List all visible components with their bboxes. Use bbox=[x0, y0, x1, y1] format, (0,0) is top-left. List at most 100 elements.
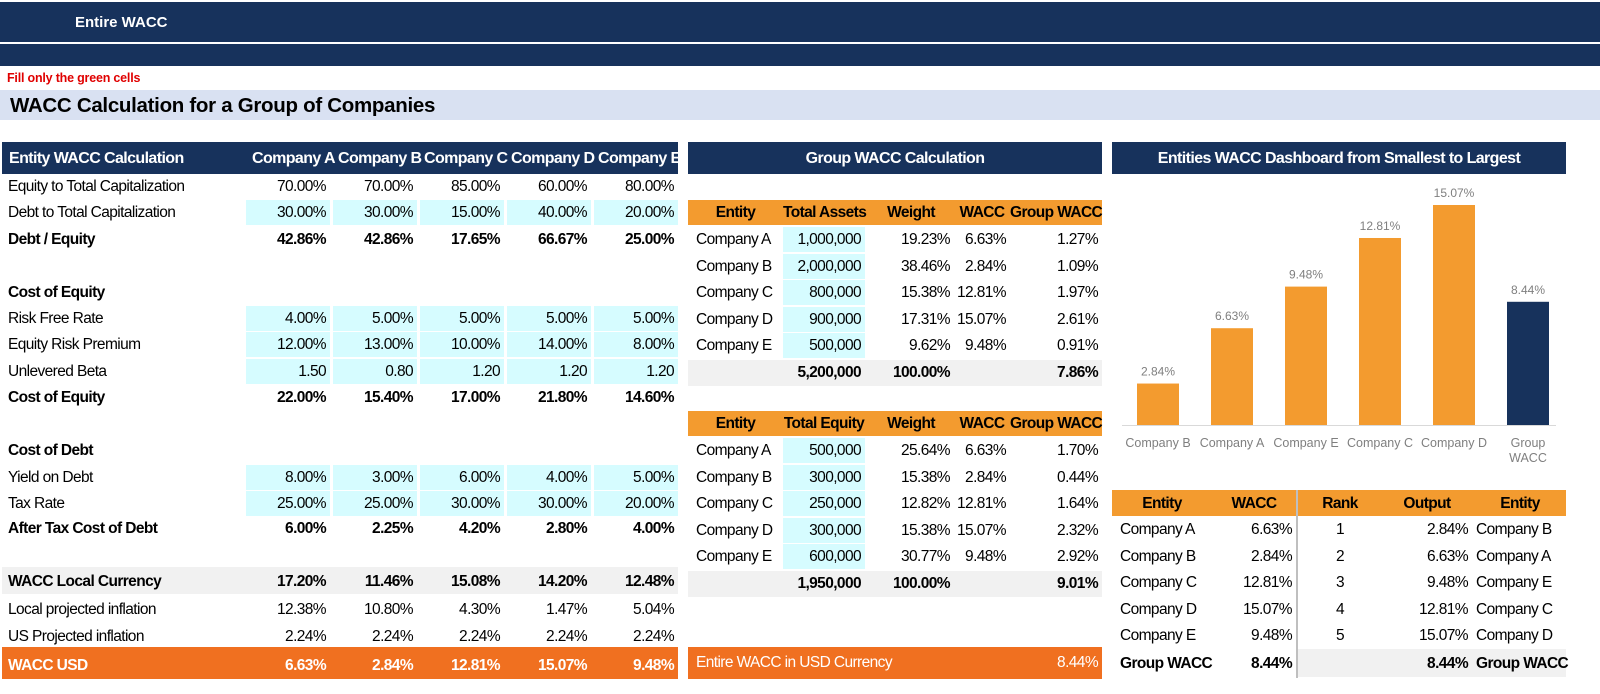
equity_table-amount-cell: 600,000 bbox=[783, 544, 865, 569]
entity-row-label: Cost of Equity bbox=[8, 284, 105, 301]
equity_table-group-wacc-cell: 2.92% bbox=[1057, 548, 1099, 565]
table-divider bbox=[1296, 490, 1298, 678]
assets_table-entity-cell: Company B bbox=[696, 257, 772, 275]
equity_table-total-bg bbox=[688, 570, 1102, 597]
entire-wacc-value: 8.44% bbox=[1057, 654, 1099, 671]
entity-value-cell: 8.00% bbox=[246, 465, 330, 490]
entity-value-cell: 4.00% bbox=[246, 306, 330, 331]
entity-value-cell: 8.00% bbox=[594, 332, 678, 357]
entity-row-label: Cost of Equity bbox=[8, 389, 105, 406]
chart-bar bbox=[1211, 328, 1253, 425]
rank-table-header-output: Output bbox=[1403, 495, 1451, 512]
entity-value-cell: 15.07% bbox=[538, 657, 588, 674]
rank-table-header-rank: Rank bbox=[1322, 495, 1358, 512]
entity-value-cell: 85.00% bbox=[451, 178, 501, 195]
assets_table-amount-cell: 2,000,000 bbox=[783, 253, 865, 279]
entity-value-cell: 17.20% bbox=[277, 573, 327, 590]
entity-value-cell: 2.80% bbox=[546, 520, 588, 537]
equity_table-group-wacc-cell: 2.32% bbox=[1057, 521, 1099, 539]
company-e-header: Company E bbox=[598, 150, 681, 167]
assets_table-group-wacc-cell: 1.09% bbox=[1057, 257, 1099, 275]
group-heading: Group WACC Calculation bbox=[805, 150, 985, 167]
entity-value-cell: 70.00% bbox=[364, 178, 414, 195]
company-c-header: Company C bbox=[424, 150, 508, 167]
wacc-table-value: 2.84% bbox=[1251, 547, 1293, 565]
entity-value-cell: 15.00% bbox=[420, 200, 504, 225]
equity_table-header-cell: Total Equity bbox=[783, 415, 865, 432]
company-a-header: Company A bbox=[252, 150, 336, 167]
entity-value-cell: 2.24% bbox=[633, 628, 675, 645]
wacc-table-entity: Company E bbox=[1120, 627, 1196, 644]
entity-value-cell: 20.00% bbox=[594, 491, 678, 516]
entity-value-cell: 2.24% bbox=[285, 628, 327, 645]
wacc-table-header-bg bbox=[1112, 490, 1296, 516]
entity-row-label: Risk Free Rate bbox=[8, 310, 104, 327]
entity-row-label: WACC USD bbox=[8, 657, 88, 674]
entity-value-cell: 4.00% bbox=[633, 520, 675, 537]
entity-value-cell: 22.00% bbox=[277, 389, 327, 406]
entity-value-cell: 60.00% bbox=[538, 178, 588, 195]
assets_table-wacc-cell: 15.07% bbox=[957, 310, 1007, 328]
assets_table-group-wacc-cell: 1.97% bbox=[1057, 284, 1099, 301]
entity-value-cell: 10.80% bbox=[364, 601, 414, 618]
entity-row-label: US Projected inflation bbox=[8, 628, 144, 645]
assets_table-entity-cell: Company D bbox=[696, 310, 773, 328]
equity_table-entity-cell: Company C bbox=[696, 495, 773, 512]
chart-data-label: 8.44% bbox=[1511, 283, 1545, 297]
entity-value-cell: 3.00% bbox=[333, 465, 417, 490]
equity_table-entity-cell: Company D bbox=[696, 521, 773, 539]
entity-header-bar: Entity WACC Calculation Company A Compan… bbox=[2, 142, 681, 174]
rank-table-output: 6.63% bbox=[1427, 547, 1469, 565]
entity-row-label: After Tax Cost of Debt bbox=[8, 520, 158, 537]
chart-data-label: 2.84% bbox=[1141, 365, 1175, 379]
entity-value-cell: 42.86% bbox=[364, 231, 414, 248]
entity-value-cell: 12.48% bbox=[625, 573, 675, 590]
entity-row-label: Debt to Total Capitalization bbox=[8, 204, 176, 221]
rank-table-rank: 5 bbox=[1335, 627, 1345, 644]
entity-value-cell: 20.00% bbox=[594, 200, 678, 225]
wacc-table-value: 6.63% bbox=[1251, 521, 1293, 538]
fill-note: Fill only the green cells bbox=[7, 71, 141, 85]
entity-value-cell: 4.20% bbox=[459, 520, 501, 537]
chart-category-label: Group bbox=[1511, 436, 1546, 450]
assets_table-wacc-cell: 9.48% bbox=[965, 337, 1007, 354]
entity-value-cell: 13.00% bbox=[333, 332, 417, 357]
equity_table-group-wacc-cell: 1.64% bbox=[1057, 495, 1099, 512]
entity-value-cell: 25.00% bbox=[246, 491, 330, 516]
equity_table-header-cell: Entity bbox=[715, 415, 756, 432]
assets_table-weight-cell: 38.46% bbox=[901, 257, 951, 275]
entity-value-cell: 5.00% bbox=[333, 306, 417, 331]
equity_table-entity-cell: Company E bbox=[696, 548, 772, 565]
entity-row-label: Debt / Equity bbox=[8, 231, 96, 248]
entity-value-cell: 10.00% bbox=[420, 332, 504, 357]
chart-category-label: Company D bbox=[1421, 436, 1487, 450]
entity-value-cell: 5.00% bbox=[507, 306, 591, 331]
wacc-table-entity: Company D bbox=[1120, 600, 1197, 618]
entity-value-cell: 21.80% bbox=[538, 389, 588, 406]
entity-value-cell: 40.00% bbox=[507, 200, 591, 225]
equity_table-entity-cell: Company B bbox=[696, 468, 772, 486]
equity_table-amount-cell: 500,000 bbox=[783, 438, 865, 463]
equity_table-header-cell: Group WACC bbox=[1010, 415, 1103, 432]
rank-table-rank: 4 bbox=[1335, 600, 1345, 618]
assets_table-total-bg bbox=[688, 359, 1102, 386]
company-d-header: Company D bbox=[511, 150, 595, 167]
entity-row-label: WACC Local Currency bbox=[8, 573, 162, 590]
wacc-bar-chart: 2.84% Company B 6.63% Company A 9.48% Company… bbox=[1122, 186, 1556, 465]
entity-row-label: Unlevered Beta bbox=[8, 363, 107, 380]
wacc-table-entity: Company B bbox=[1120, 547, 1196, 565]
chart-bar bbox=[1285, 286, 1327, 425]
chart-data-label: 9.48% bbox=[1289, 268, 1323, 282]
equity_table-group-wacc-cell: 1.70% bbox=[1057, 442, 1099, 459]
entity-value-cell: 6.63% bbox=[285, 657, 327, 674]
rank-table-entity: Company D bbox=[1476, 627, 1553, 644]
entity-value-cell: 5.00% bbox=[420, 306, 504, 331]
entity-value-cell: 2.84% bbox=[372, 657, 414, 674]
entity-value-cell: 5.00% bbox=[594, 465, 678, 490]
assets_table-amount-cell: 500,000 bbox=[783, 333, 865, 358]
chart-bar bbox=[1137, 383, 1179, 425]
entity-value-cell: 0.80 bbox=[333, 359, 417, 384]
equity_table-total-amount: 1,950,000 bbox=[797, 574, 861, 592]
entity-value-cell: 5.04% bbox=[633, 601, 675, 618]
entity-value-cell: 2.25% bbox=[372, 520, 414, 537]
